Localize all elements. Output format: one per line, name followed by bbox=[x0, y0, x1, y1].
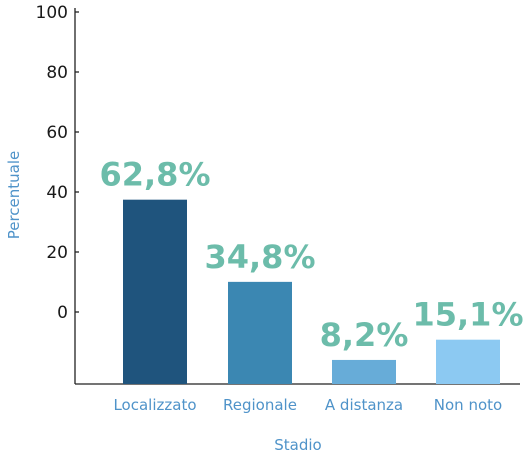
bar bbox=[123, 199, 187, 384]
value-labels-group: 62,8% 34,8% 8,2%15,1% bbox=[99, 156, 523, 354]
y-tick-label: 0 bbox=[57, 303, 68, 323]
bar bbox=[332, 359, 396, 384]
bar-value-label: 8,2% bbox=[320, 316, 409, 354]
bar bbox=[228, 281, 292, 384]
x-axis-title: Stadio bbox=[274, 436, 321, 454]
bar-value-label: 62,8% bbox=[99, 156, 210, 194]
y-tick-label: 60 bbox=[46, 123, 68, 143]
bar-value-label: 34,8% bbox=[204, 238, 315, 276]
category-label: Localizzato bbox=[113, 396, 196, 414]
category-labels-group: Localizzato Regionale A distanza Non noto bbox=[113, 396, 502, 414]
bars-group bbox=[123, 199, 500, 384]
category-label: A distanza bbox=[325, 396, 403, 414]
y-tick-label: 80 bbox=[46, 63, 68, 83]
y-tick-label: 100 bbox=[36, 3, 68, 23]
bar bbox=[436, 339, 500, 384]
y-axis-ticks: 100 80 60 40 20 0 bbox=[36, 3, 79, 323]
category-label: Non noto bbox=[434, 396, 502, 414]
y-axis-title: Percentuale bbox=[5, 151, 23, 240]
y-tick-label: 40 bbox=[46, 183, 68, 203]
category-label: Regionale bbox=[223, 396, 297, 414]
bar-value-label: 15,1% bbox=[412, 296, 523, 334]
y-tick-label: 20 bbox=[46, 243, 68, 263]
